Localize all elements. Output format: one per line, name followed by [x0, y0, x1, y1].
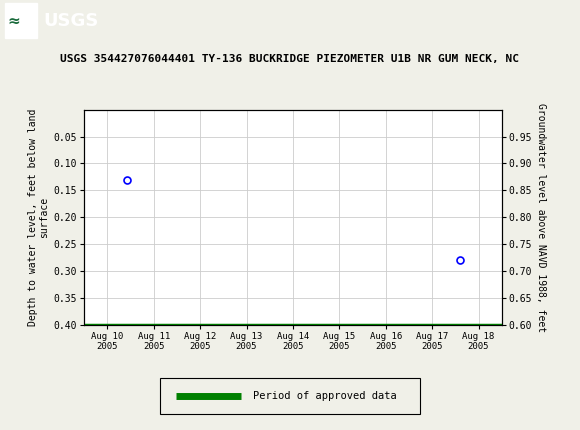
- Text: USGS 354427076044401 TY-136 BUCKRIDGE PIEZOMETER U1B NR GUM NECK, NC: USGS 354427076044401 TY-136 BUCKRIDGE PI…: [60, 54, 520, 64]
- Y-axis label: Groundwater level above NAVD 1988, feet: Groundwater level above NAVD 1988, feet: [536, 103, 546, 332]
- FancyBboxPatch shape: [160, 378, 420, 414]
- Text: ≈: ≈: [8, 14, 20, 29]
- FancyBboxPatch shape: [5, 3, 37, 37]
- Y-axis label: Depth to water level, feet below land
surface: Depth to water level, feet below land su…: [28, 108, 49, 326]
- Text: USGS: USGS: [44, 12, 99, 30]
- Text: Period of approved data: Period of approved data: [253, 390, 397, 401]
